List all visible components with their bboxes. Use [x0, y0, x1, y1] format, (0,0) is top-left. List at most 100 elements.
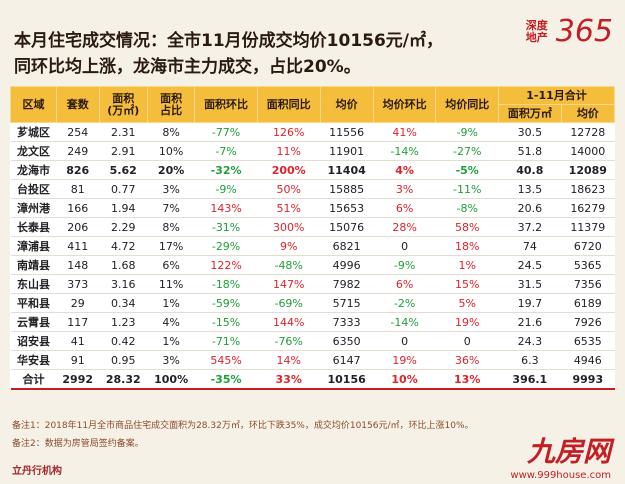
column-header: 面积 (万㎡) [98, 86, 148, 123]
cell: 24.3 [498, 331, 562, 351]
cell: 411 [56, 236, 100, 256]
cell: 30.5 [498, 122, 562, 142]
cell: 19.7 [498, 293, 562, 313]
table-row: 平和县 29 0.34 1% -59% -69% 5715 -2% 5% 19.7 6189 [10, 293, 615, 313]
cell: 143% [194, 198, 258, 218]
cell: 200% [257, 160, 320, 180]
cell: 10% [147, 141, 195, 161]
watermark-url: www.999house.com [510, 470, 611, 481]
cell: 545% [194, 350, 258, 370]
cell: 南靖县 [10, 255, 57, 275]
cell: 9993 [561, 369, 615, 390]
cell: 平和县 [10, 293, 57, 313]
table-row: 芗城区 254 2.31 8% -77% 126% 11556 41% -9% 30.5 12728 [10, 122, 615, 142]
cell: 3% [147, 179, 195, 199]
cell: -77% [194, 122, 258, 142]
cell: 41 [56, 331, 100, 351]
cell: 6720 [561, 236, 615, 256]
title: 本月住宅成交情况：全市11月份成交均价10156元/㎡， [14, 31, 444, 51]
cell: 4996 [320, 255, 374, 275]
cell: -48% [257, 255, 320, 275]
cell: 0 [373, 236, 436, 256]
table-row: 漳州港 166 1.94 7% 143% 51% 15653 6% -8% 20.6 16279 [10, 198, 615, 218]
cell: 13.5 [498, 179, 562, 199]
cell: 6.3 [498, 350, 562, 370]
cell: 4% [373, 160, 436, 180]
cell: -69% [257, 293, 320, 313]
cell: 144% [257, 312, 320, 332]
cell: 31.5 [498, 274, 562, 294]
cell: 19% [373, 350, 436, 370]
cell: 17% [147, 236, 195, 256]
cell: 15885 [320, 179, 374, 199]
cell: 13% [435, 369, 499, 390]
title: 同环比均上涨，龙海市主力成交，占比20%。 [14, 57, 361, 77]
cell: 19% [435, 312, 499, 332]
cell: 11901 [320, 141, 374, 161]
cell: 147% [257, 274, 320, 294]
cell: 11404 [320, 160, 374, 180]
cell: 2.91 [99, 141, 148, 161]
cell: 5% [435, 293, 499, 313]
cell: 6% [373, 198, 436, 218]
cell: -9% [194, 179, 258, 199]
cell: 11% [257, 141, 320, 161]
cell: 4.72 [99, 236, 148, 256]
cell: 6% [147, 255, 195, 275]
cell: 15076 [320, 217, 374, 237]
cell: 122% [194, 255, 258, 275]
table-row: 长泰县 206 2.29 8% -31% 300% 15076 28% 58% 37.2 11379 [10, 217, 615, 237]
cell: -9% [373, 255, 436, 275]
cell: 0.42 [99, 331, 148, 351]
cell: 12089 [561, 160, 615, 180]
cell: 28% [373, 217, 436, 237]
cell: 29 [56, 293, 100, 313]
cell: 0 [435, 331, 499, 351]
total-row: 合计 2992 28.32 100% -35% 33% 10156 10% 13% 396.1 99… [10, 369, 615, 390]
table-row: 云霄县 117 1.23 4% -15% 144% 7333 -14% 19% 21.6 7926 [10, 312, 615, 332]
cell: -11% [435, 179, 499, 199]
cell: 0.34 [99, 293, 148, 313]
cell: 166 [56, 198, 100, 218]
cell: -2% [373, 293, 436, 313]
cell: 1.68 [99, 255, 148, 275]
cell: 36% [435, 350, 499, 370]
cell: 0.95 [99, 350, 148, 370]
watermark: 九房网 www.999house.com [510, 430, 611, 481]
cell: 300% [257, 217, 320, 237]
cell: -59% [194, 293, 258, 313]
cell: 117 [56, 312, 100, 332]
cell: 33% [257, 369, 320, 390]
cell: 10% [373, 369, 436, 390]
cell: 41% [373, 122, 436, 142]
table-body: 芗城区 254 2.31 8% -77% 126% 11556 41% -9% 30.5 12728… [10, 122, 615, 390]
table-row: 漳浦县 411 4.72 17% -29% 9% 6821 0 18% 74 6720 [10, 236, 615, 256]
cell: 826 [56, 160, 100, 180]
cell: 6821 [320, 236, 374, 256]
cell: 81 [56, 179, 100, 199]
cell: -14% [373, 141, 436, 161]
cell: 16279 [561, 198, 615, 218]
column-header: 区域 [10, 86, 57, 123]
column-header: 均价 [560, 104, 616, 123]
cell: 40.8 [498, 160, 562, 180]
cell: 1% [147, 293, 195, 313]
cell: 206 [56, 217, 100, 237]
cell: 5715 [320, 293, 374, 313]
cell: 51.8 [498, 141, 562, 161]
cell: 2992 [56, 369, 100, 390]
cell: 7356 [561, 274, 615, 294]
cell: 10156 [320, 369, 374, 390]
cell: 合计 [10, 369, 57, 390]
cell: -7% [194, 141, 258, 161]
cell: 6% [373, 274, 436, 294]
cell: 长泰县 [10, 217, 57, 237]
cell: 91 [56, 350, 100, 370]
table-row: 诏安县 41 0.42 1% -71% -76% 6350 0 0 24.3 6535 [10, 331, 615, 351]
cell: 东山县 [10, 274, 57, 294]
cell: 8% [147, 122, 195, 142]
cell: 20.6 [498, 198, 562, 218]
table-header: 区域 套数 面积 (万㎡) 面积 占比 面积环比 面积同比 均价 均价环比 均价同比 1-11月合… [10, 86, 616, 123]
cell: 云霄县 [10, 312, 57, 332]
note: 备注2：数据为房管局签约备案。 [12, 439, 144, 449]
